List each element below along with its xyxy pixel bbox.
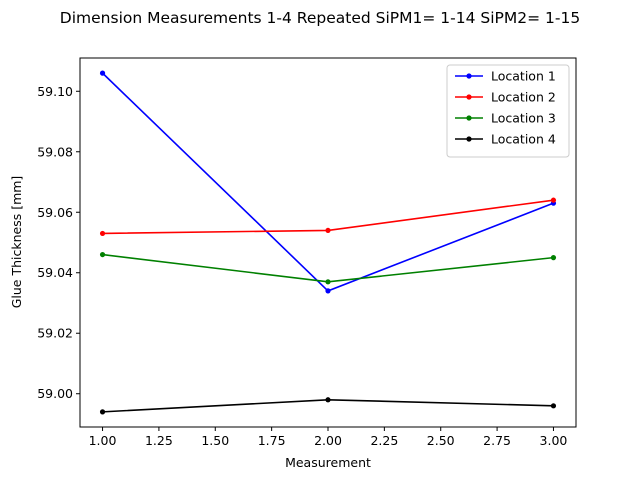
x-tick-label: 3.00 <box>540 433 568 448</box>
legend-label: Location 1 <box>491 69 556 84</box>
series-location-4 <box>99 397 557 415</box>
x-axis: 1.00 1.25 1.50 1.75 2.00 2.25 2.50 2.75 3.00 <box>89 427 568 448</box>
x-tick-label: 2.00 <box>314 433 342 448</box>
x-tick-label: 1.50 <box>201 433 229 448</box>
legend: Location 1 Location 2 Location 3 Location 4 <box>446 64 570 158</box>
data-point <box>99 251 106 258</box>
y-tick-label: 59.04 <box>37 265 73 280</box>
data-point <box>99 230 106 237</box>
legend-marker <box>466 115 472 121</box>
y-tick-label: 59.06 <box>37 205 73 220</box>
data-point <box>550 255 557 261</box>
data-point <box>325 227 331 234</box>
y-tick-label: 59.10 <box>37 84 73 99</box>
legend-label: Location 2 <box>491 90 556 105</box>
x-tick-label: 2.75 <box>483 433 511 448</box>
legend-frame <box>446 64 570 158</box>
y-axis: 59.00 59.02 59.04 59.06 59.08 59.10 <box>37 84 80 401</box>
data-point <box>325 288 331 294</box>
series-line <box>102 253 554 283</box>
x-tick-label: 1.75 <box>258 433 286 448</box>
legend-item: Location 2 <box>455 90 556 105</box>
x-tick-label: 2.50 <box>427 433 455 448</box>
y-tick-label: 59.02 <box>37 326 73 341</box>
data-point <box>550 197 557 203</box>
legend-item: Location 4 <box>455 132 556 147</box>
data-point <box>550 403 557 409</box>
legend-label: Location 4 <box>491 132 556 147</box>
data-point <box>325 397 331 403</box>
legend-marker <box>466 94 472 100</box>
x-tick-label: 2.25 <box>370 433 398 448</box>
legend-item: Location 3 <box>455 111 556 126</box>
y-axis-label: Glue Thickness [mm] <box>9 176 24 309</box>
data-point <box>99 409 106 415</box>
legend-label: Location 3 <box>491 111 556 126</box>
legend-marker <box>466 73 472 79</box>
legend-marker <box>466 136 472 142</box>
series-location-2 <box>99 197 557 237</box>
y-tick-label: 59.00 <box>37 386 73 401</box>
series-group <box>99 70 557 415</box>
x-tick-label: 1.00 <box>89 433 117 448</box>
data-point <box>99 70 106 76</box>
x-axis-label: Measurement <box>285 455 371 470</box>
legend-item: Location 1 <box>455 69 556 84</box>
chart-title: Dimension Measurements 1-4 Repeated SiPM… <box>60 9 580 27</box>
data-point <box>325 279 331 285</box>
series-location-3 <box>99 251 557 285</box>
x-tick-label: 1.25 <box>145 433 173 448</box>
y-tick-label: 59.08 <box>37 144 73 159</box>
